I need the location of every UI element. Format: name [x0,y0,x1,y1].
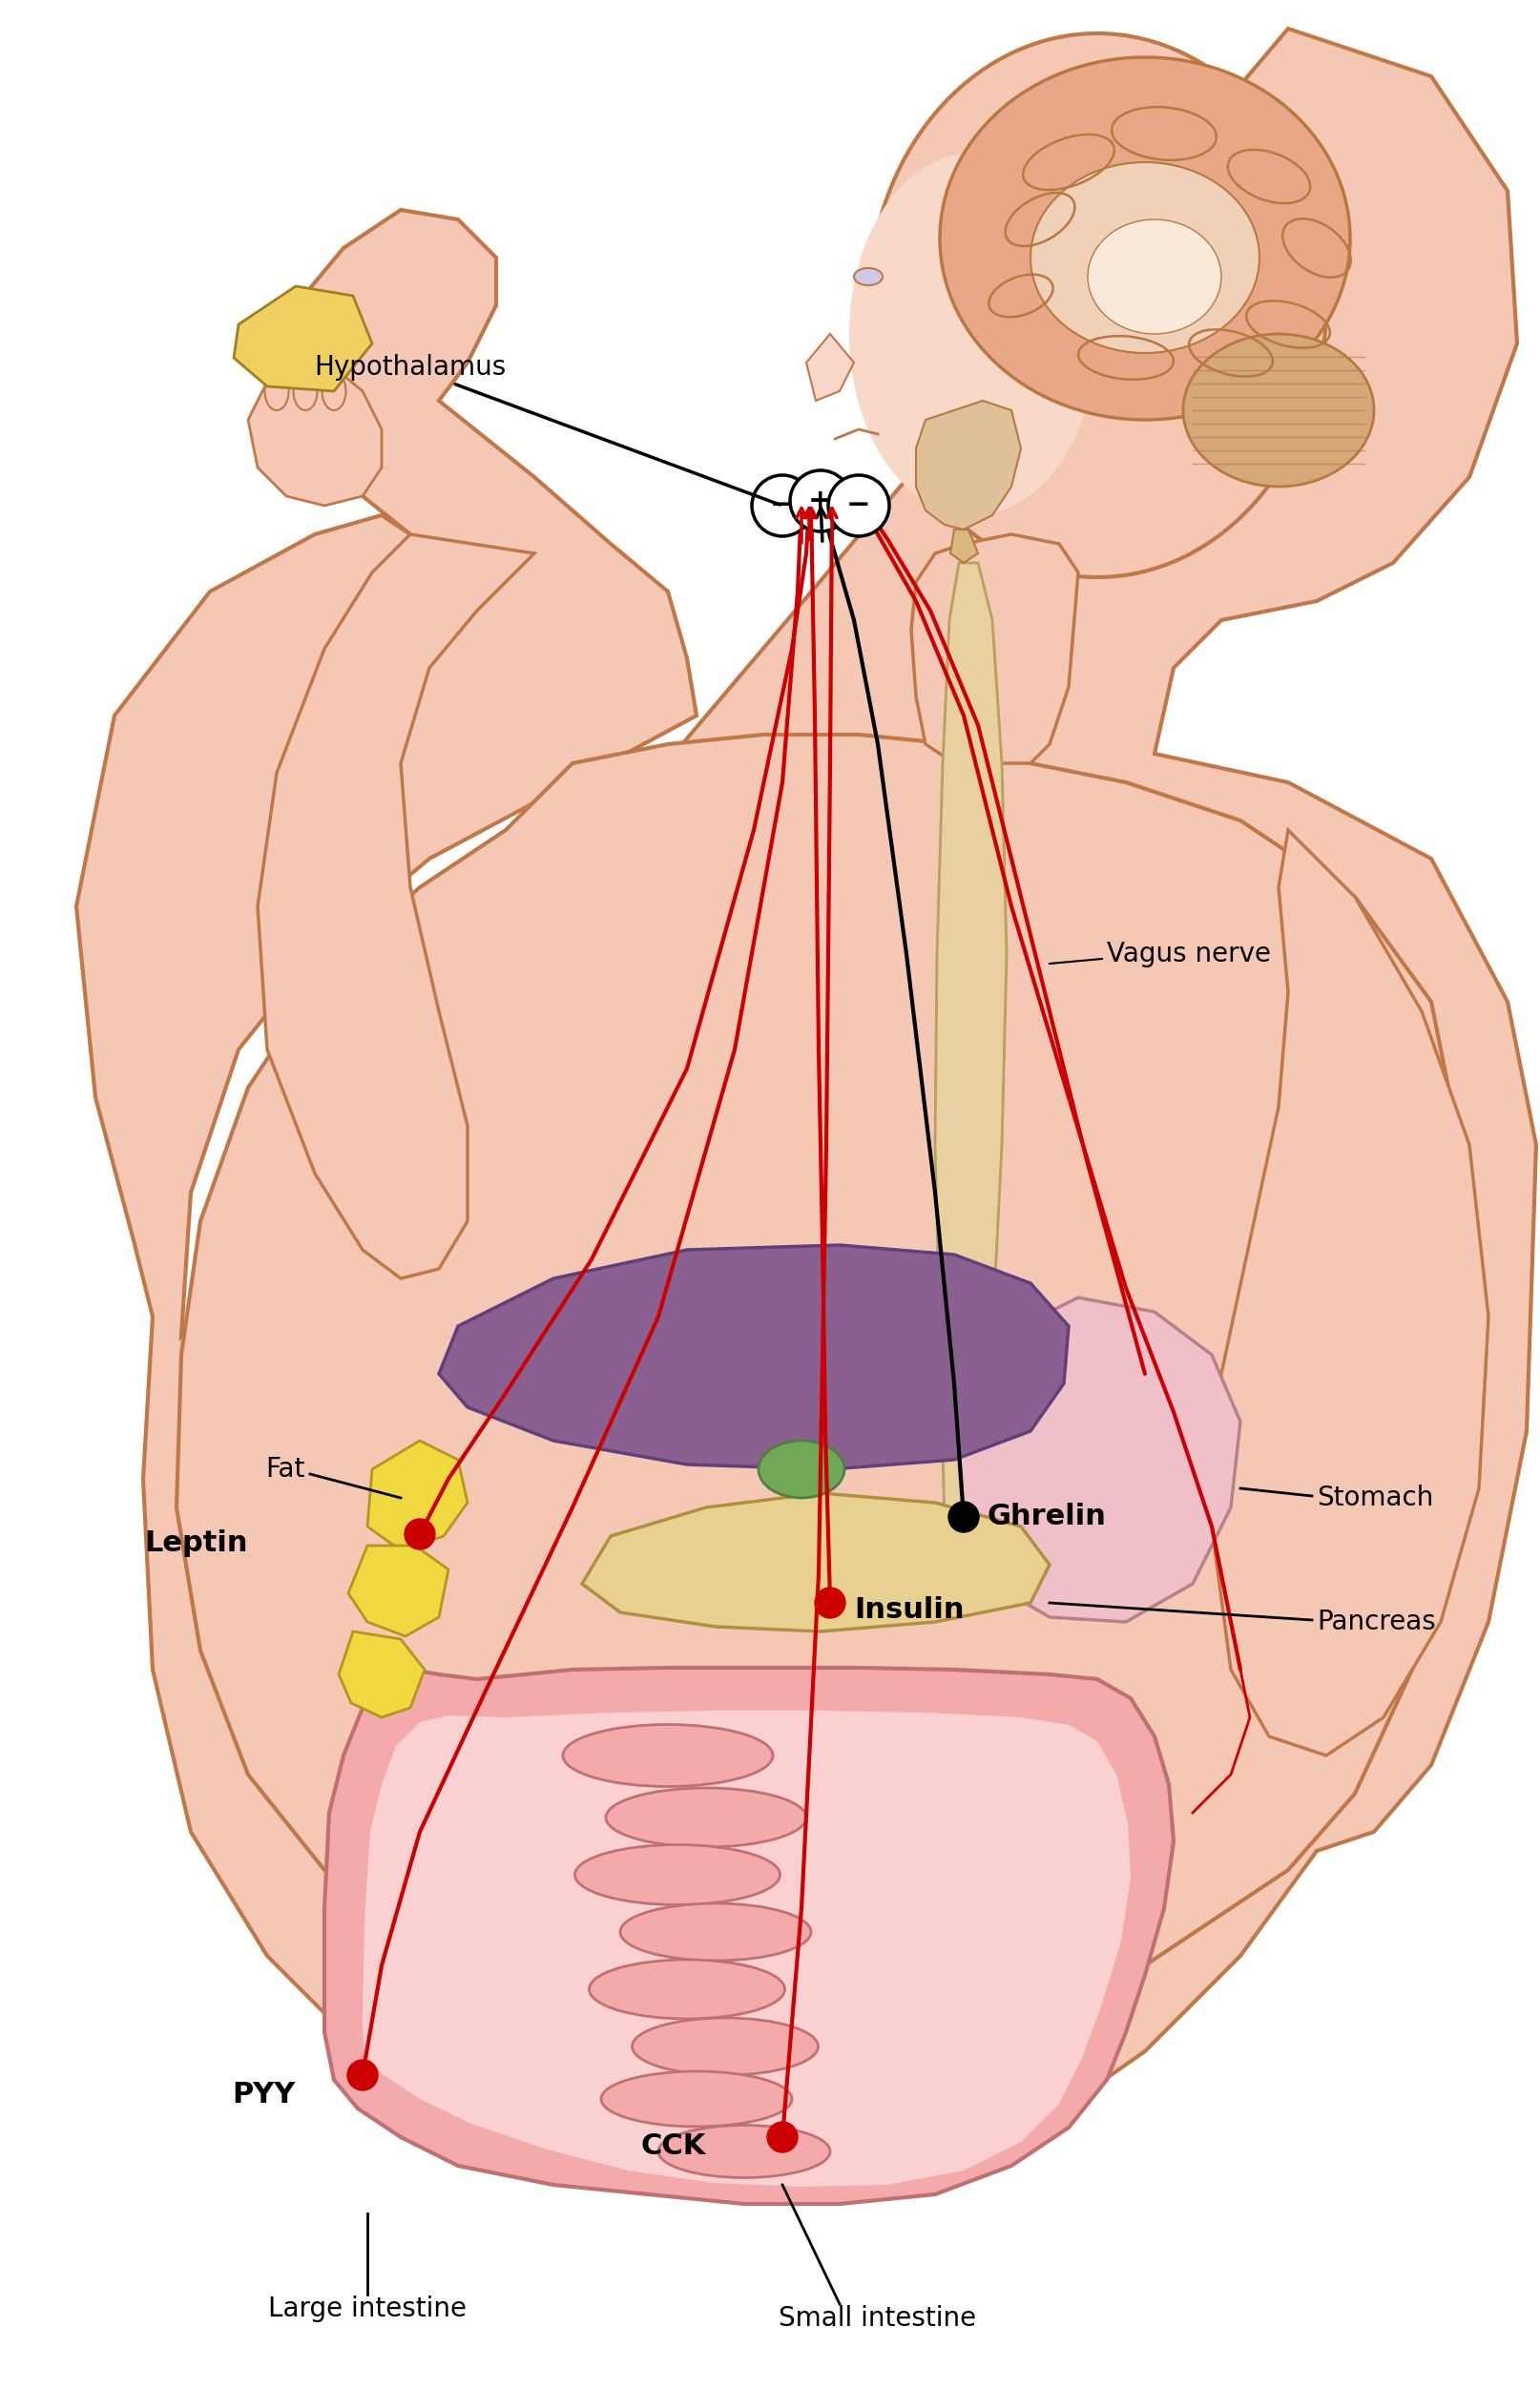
Text: +: + [808,487,833,514]
Ellipse shape [590,1959,785,2019]
Ellipse shape [621,1904,812,1961]
Text: −: − [847,492,872,518]
Ellipse shape [574,1844,781,1904]
Circle shape [752,475,813,535]
Ellipse shape [855,268,882,284]
Polygon shape [807,334,855,401]
Ellipse shape [294,373,317,411]
Polygon shape [916,401,1021,530]
Text: Stomach: Stomach [1317,1484,1434,1512]
Polygon shape [177,736,1469,2033]
Ellipse shape [878,311,926,397]
Text: Small intestine: Small intestine [779,2305,976,2332]
Polygon shape [1212,829,1489,1756]
Ellipse shape [869,33,1326,578]
Circle shape [829,475,889,535]
Polygon shape [77,29,1537,2157]
Polygon shape [582,1493,1050,1632]
Polygon shape [348,1546,448,1636]
Polygon shape [950,530,978,564]
Polygon shape [362,1711,1130,2186]
Polygon shape [339,1632,425,1718]
Polygon shape [248,363,382,506]
Polygon shape [935,564,1007,1574]
Circle shape [405,1519,436,1550]
Ellipse shape [659,2126,830,2179]
Polygon shape [257,535,534,1278]
Circle shape [949,1503,979,1531]
Ellipse shape [759,1441,844,1498]
Text: Insulin: Insulin [855,1596,964,1625]
Text: CCK: CCK [641,2133,705,2160]
Text: Large intestine: Large intestine [268,2296,467,2322]
Polygon shape [368,1441,468,1550]
Ellipse shape [1087,220,1221,334]
Ellipse shape [849,153,1098,516]
Ellipse shape [939,57,1351,420]
Text: Ghrelin: Ghrelin [987,1503,1107,1531]
Ellipse shape [322,373,346,411]
Circle shape [790,471,852,530]
Text: −: − [770,492,795,518]
Polygon shape [325,1668,1173,2205]
Ellipse shape [564,1725,773,1787]
Circle shape [815,1589,845,1617]
Polygon shape [234,287,373,392]
Ellipse shape [605,1787,807,1847]
Text: PYY: PYY [233,2081,296,2107]
Text: Fat: Fat [266,1455,305,1484]
Circle shape [767,2121,798,2152]
Polygon shape [959,1297,1240,1622]
Ellipse shape [1030,162,1260,354]
Circle shape [348,2059,377,2090]
Polygon shape [439,1245,1069,1469]
Ellipse shape [631,2019,818,2076]
Ellipse shape [601,2071,792,2126]
Polygon shape [912,535,1078,762]
Ellipse shape [265,373,288,411]
Text: Leptin: Leptin [145,1529,248,1558]
Text: Vagus nerve: Vagus nerve [1107,941,1270,968]
Text: Pancreas: Pancreas [1317,1608,1435,1636]
Ellipse shape [1183,334,1374,487]
Text: Hypothalamus: Hypothalamus [314,354,779,504]
